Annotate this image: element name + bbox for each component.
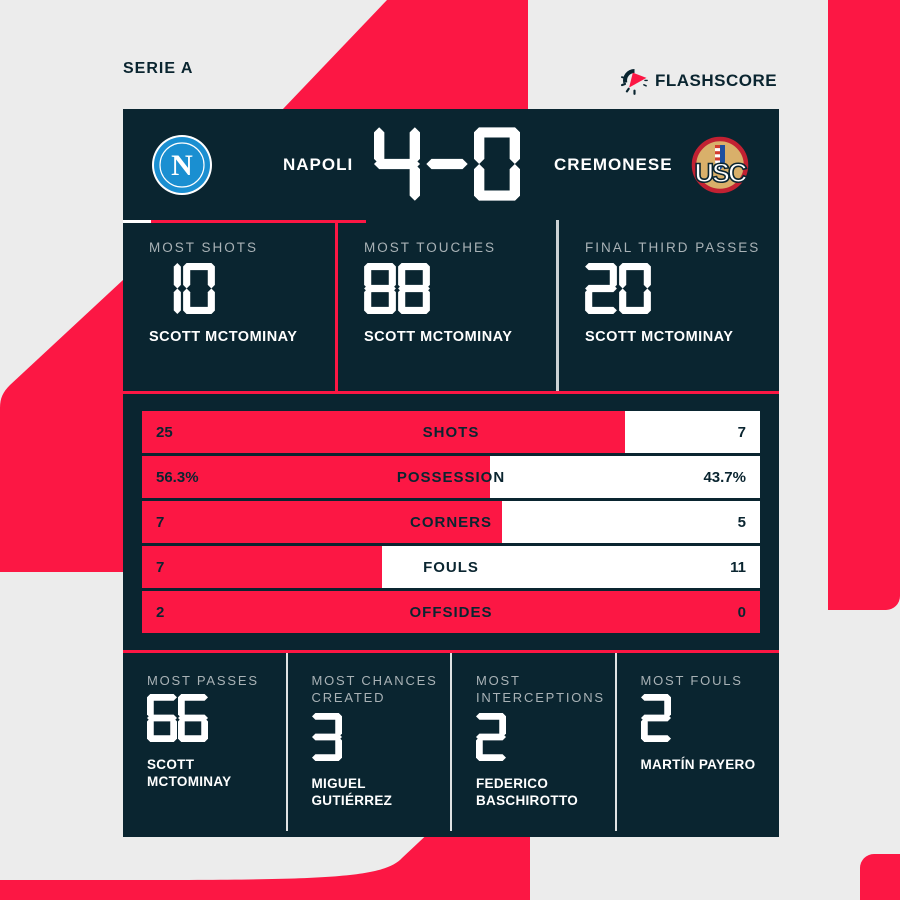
svg-text:N: N — [171, 149, 193, 182]
svg-text:USC: USC — [694, 158, 747, 188]
